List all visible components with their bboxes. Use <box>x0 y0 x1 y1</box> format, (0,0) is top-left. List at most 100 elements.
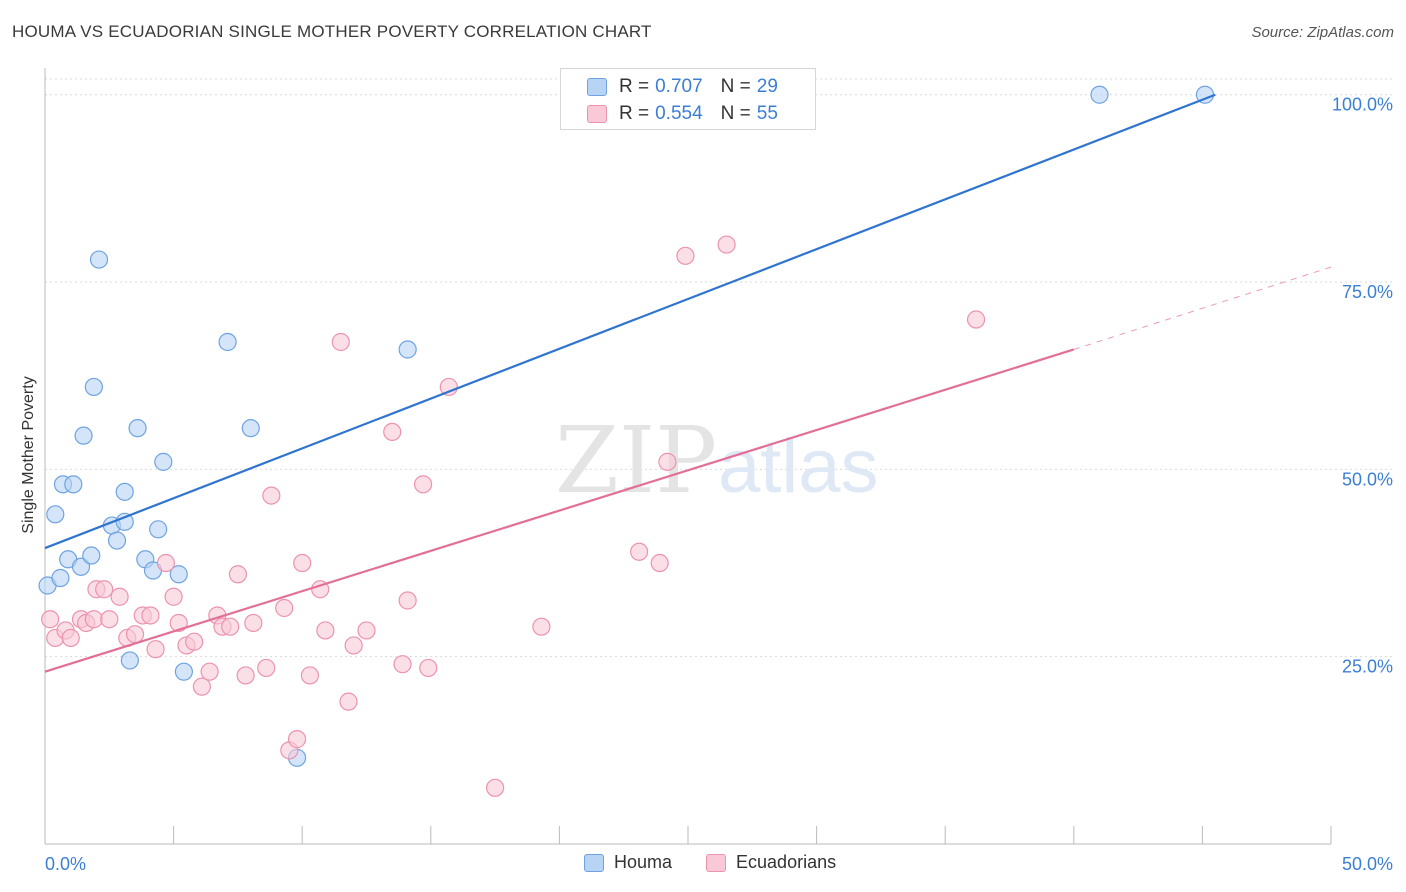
watermark: ZIP atlas <box>555 407 879 514</box>
ecuadorians-point <box>398 591 417 610</box>
legend-r-value-ecuadorians: 0.554 <box>655 103 703 124</box>
y-axis-label: Single Mother Poverty <box>20 376 37 533</box>
ecuadorians-point <box>200 662 219 681</box>
ecuadorians-point <box>393 655 412 674</box>
series-swatch-houma <box>584 853 604 872</box>
houma-point <box>154 452 173 471</box>
legend-n-label: N = <box>720 76 751 97</box>
ecuadorians-point <box>41 610 60 629</box>
ecuadorians-point <box>84 610 103 629</box>
y-tick-label: 25.0% <box>1342 657 1393 677</box>
houma-point <box>89 250 109 269</box>
ecuadorians-point <box>185 632 204 651</box>
watermark-zip: ZIP <box>555 407 717 514</box>
ecuadorians-point <box>357 621 376 640</box>
houma-point <box>174 662 193 681</box>
legend-r-value-houma: 0.707 <box>655 76 703 97</box>
legend-swatch-ecuadorians <box>587 105 607 123</box>
ecuadorians-point <box>316 621 335 640</box>
gridlines <box>45 78 1395 658</box>
ecuadorians-point <box>156 553 175 573</box>
legend-r-label: R = <box>619 76 650 97</box>
houma-point <box>115 512 134 531</box>
ecuadorians-point <box>383 422 402 442</box>
data-points <box>38 85 1215 797</box>
houma-point <box>149 520 168 539</box>
ecuadorians-point <box>966 310 986 329</box>
x-tick-label: 50.0% <box>1342 854 1393 874</box>
ecuadorians-point <box>717 235 736 254</box>
houma-point <box>84 377 103 397</box>
houma-point <box>169 565 188 584</box>
ecuadorians-point <box>125 625 145 644</box>
ecuadorians-point <box>344 636 363 655</box>
houma-point <box>398 340 417 359</box>
ecuadorians-point <box>141 606 160 625</box>
ecuadorians-point <box>339 692 358 711</box>
series-legend-ecuadorians: Ecuadorians <box>706 852 836 873</box>
chart-title: HOUMA VS ECUADORIAN SINGLE MOTHER POVERT… <box>12 22 652 41</box>
ecuadorians-trend-extension <box>1073 266 1332 350</box>
ecuadorians-point <box>419 658 438 678</box>
ecuadorians-point <box>413 475 433 494</box>
legend-n-value-ecuadorians: 55 <box>756 103 778 124</box>
series-name-ecuadorians: Ecuadorians <box>736 852 837 872</box>
ecuadorians-point <box>532 617 551 636</box>
houma-trend-line <box>44 93 1216 550</box>
houma-point <box>64 475 83 494</box>
watermark-atlas: atlas <box>718 424 879 509</box>
ecuadorians-point <box>95 580 114 599</box>
y-tick-label: 100.0% <box>1332 95 1393 115</box>
houma-point <box>120 651 139 670</box>
ecuadorians-point <box>287 730 307 749</box>
ecuadorians-point <box>228 565 247 584</box>
ecuadorians-point <box>439 377 458 397</box>
houma-point <box>218 332 237 352</box>
legend-row-ecuadorians: R = 0.554 N = 55 <box>587 102 778 126</box>
houma-point <box>74 426 93 445</box>
legend-n-value-houma: 29 <box>756 76 778 97</box>
ecuadorians-point <box>100 610 119 629</box>
houma-point <box>115 482 134 501</box>
ecuadorians-point <box>275 598 294 618</box>
tick-labels: 0.0% 50.0% 25.0% 50.0% 75.0% 100.0% <box>45 95 1393 874</box>
y-tick-label: 50.0% <box>1342 469 1393 489</box>
houma-point <box>71 557 91 576</box>
houma-point <box>1090 85 1109 104</box>
series-name-houma: Houma <box>614 852 673 872</box>
ecuadorians-point <box>486 778 505 797</box>
ecuadorians-point <box>262 486 281 505</box>
x-tick-label: 0.0% <box>45 854 86 874</box>
legend-r-label: R = <box>619 103 650 124</box>
ecuadorians-point <box>192 677 211 696</box>
y-tick-label: 75.0% <box>1342 282 1393 302</box>
ecuadorians-point <box>658 452 677 471</box>
ecuadorians-point <box>650 553 669 573</box>
ecuadorians-point <box>169 613 188 633</box>
legend: R = 0.707 N = 29 R = 0.554 N = 55 <box>560 68 816 130</box>
houma-point <box>241 419 260 438</box>
ecuadorians-point <box>236 666 255 685</box>
houma-point <box>128 419 147 438</box>
series-legend: Houma Ecuadorians <box>584 852 870 873</box>
legend-n-label: N = <box>720 103 751 124</box>
source-label: Source: ZipAtlas.com <box>1251 24 1394 41</box>
series-legend-houma: Houma <box>584 852 672 873</box>
ecuadorians-point <box>630 542 649 561</box>
ecuadorians-point <box>676 246 695 265</box>
axes <box>44 68 1332 845</box>
legend-swatch-houma <box>587 78 607 96</box>
ecuadorians-point <box>61 628 80 648</box>
ecuadorians-point <box>300 666 320 685</box>
ecuadorians-point <box>110 587 129 606</box>
ecuadorians-point <box>244 613 263 633</box>
ecuadorians-point <box>146 640 165 659</box>
series-swatch-ecuadorians <box>706 853 727 872</box>
ecuadorians-point <box>164 587 183 606</box>
houma-point <box>51 568 70 588</box>
houma-point <box>46 505 65 524</box>
ecuadorians-point <box>293 553 312 573</box>
ecuadorians-point <box>331 332 350 352</box>
houma-point <box>107 531 127 550</box>
